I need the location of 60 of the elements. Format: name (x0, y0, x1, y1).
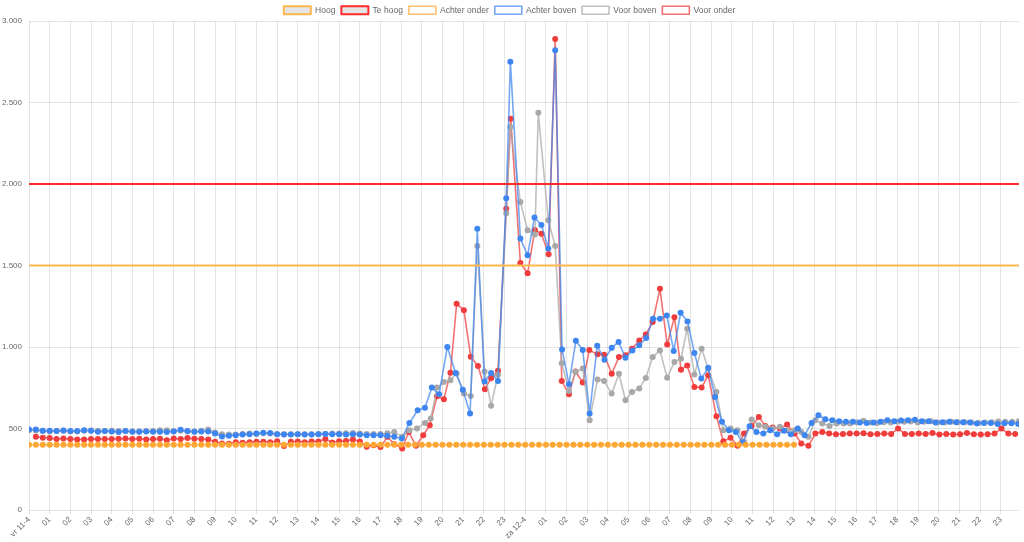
x-tick-label: 15 (825, 514, 839, 528)
x-tick-label: 16 (846, 514, 860, 528)
x-tick-label: 18 (887, 514, 901, 528)
x-tick-label: 05 (618, 514, 632, 528)
y-tick-label: 3.000 (1, 16, 23, 26)
x-tick-label: 14 (804, 514, 819, 528)
legend-label: Achter boven (526, 4, 577, 15)
x-tick-label: 19 (412, 514, 426, 528)
legend-label: Voor onder (693, 4, 736, 15)
x-tick-label: 17 (867, 514, 881, 528)
y-tick-label: 2.500 (1, 97, 23, 107)
x-tick-label: 09 (701, 514, 715, 528)
y-tick-label: 500 (8, 423, 23, 433)
y-tick-label: 1.000 (1, 342, 23, 352)
x-tick-label: 06 (639, 514, 653, 528)
legend-label: Achter onder (440, 4, 489, 15)
x-tick-label: 22 (474, 514, 488, 528)
x-tick-label: 11 (247, 514, 260, 528)
x-tick-label: 08 (184, 514, 198, 528)
x-tick-label: 10 (722, 514, 736, 528)
x-tick-label: 15 (329, 514, 343, 528)
x-tick-label: 05 (122, 514, 136, 528)
x-tick-label: 03 (577, 514, 591, 528)
x-tick-label: 21 (453, 514, 467, 528)
x-tick-label: 23 (991, 514, 1005, 528)
x-tick-label: 07 (660, 514, 674, 528)
x-tick-label: 12 (267, 514, 281, 528)
x-tick-label: 08 (680, 514, 694, 528)
x-tick-label: 22 (970, 514, 984, 528)
y-tick-label: 2.000 (1, 179, 23, 189)
x-tick-label: 03 (81, 514, 95, 528)
x-tick-label: 20 (929, 514, 943, 528)
x-tick-label: vr 11-4 (8, 514, 33, 539)
x-tick-label: 23 (494, 514, 508, 528)
y-tick-label: 0 (17, 505, 23, 515)
legend-label: Hoog (315, 4, 336, 15)
x-tick-label: 02 (60, 514, 74, 528)
y-tick-label: 1.500 (1, 260, 23, 270)
x-tick-label: 04 (598, 514, 612, 528)
x-tick-label: 04 (102, 514, 116, 528)
x-tick-label: 19 (908, 514, 922, 528)
x-tick-label: 10 (226, 514, 240, 528)
x-tick-label: 21 (949, 514, 963, 528)
legend-label: Voor boven (613, 4, 657, 15)
x-tick-label: 01 (536, 514, 550, 528)
x-tick-label: 01 (39, 514, 54, 528)
x-tick-label: 07 (164, 514, 178, 528)
x-tick-label: 13 (784, 514, 798, 528)
x-tick-label: 02 (556, 514, 570, 528)
x-tick-label: 12 (763, 514, 777, 528)
x-tick-label: 06 (143, 514, 157, 528)
x-tick-label: 14 (308, 514, 322, 528)
x-tick-label: 11 (743, 514, 756, 528)
legend-label: Te hoog (372, 4, 404, 15)
x-tick-label: 09 (205, 514, 219, 528)
x-tick-label: 20 (432, 514, 446, 528)
x-tick-label: 17 (370, 514, 384, 528)
x-tick-label: 16 (350, 514, 364, 528)
x-tick-label: 13 (288, 514, 302, 528)
x-tick-label: 18 (391, 514, 405, 528)
